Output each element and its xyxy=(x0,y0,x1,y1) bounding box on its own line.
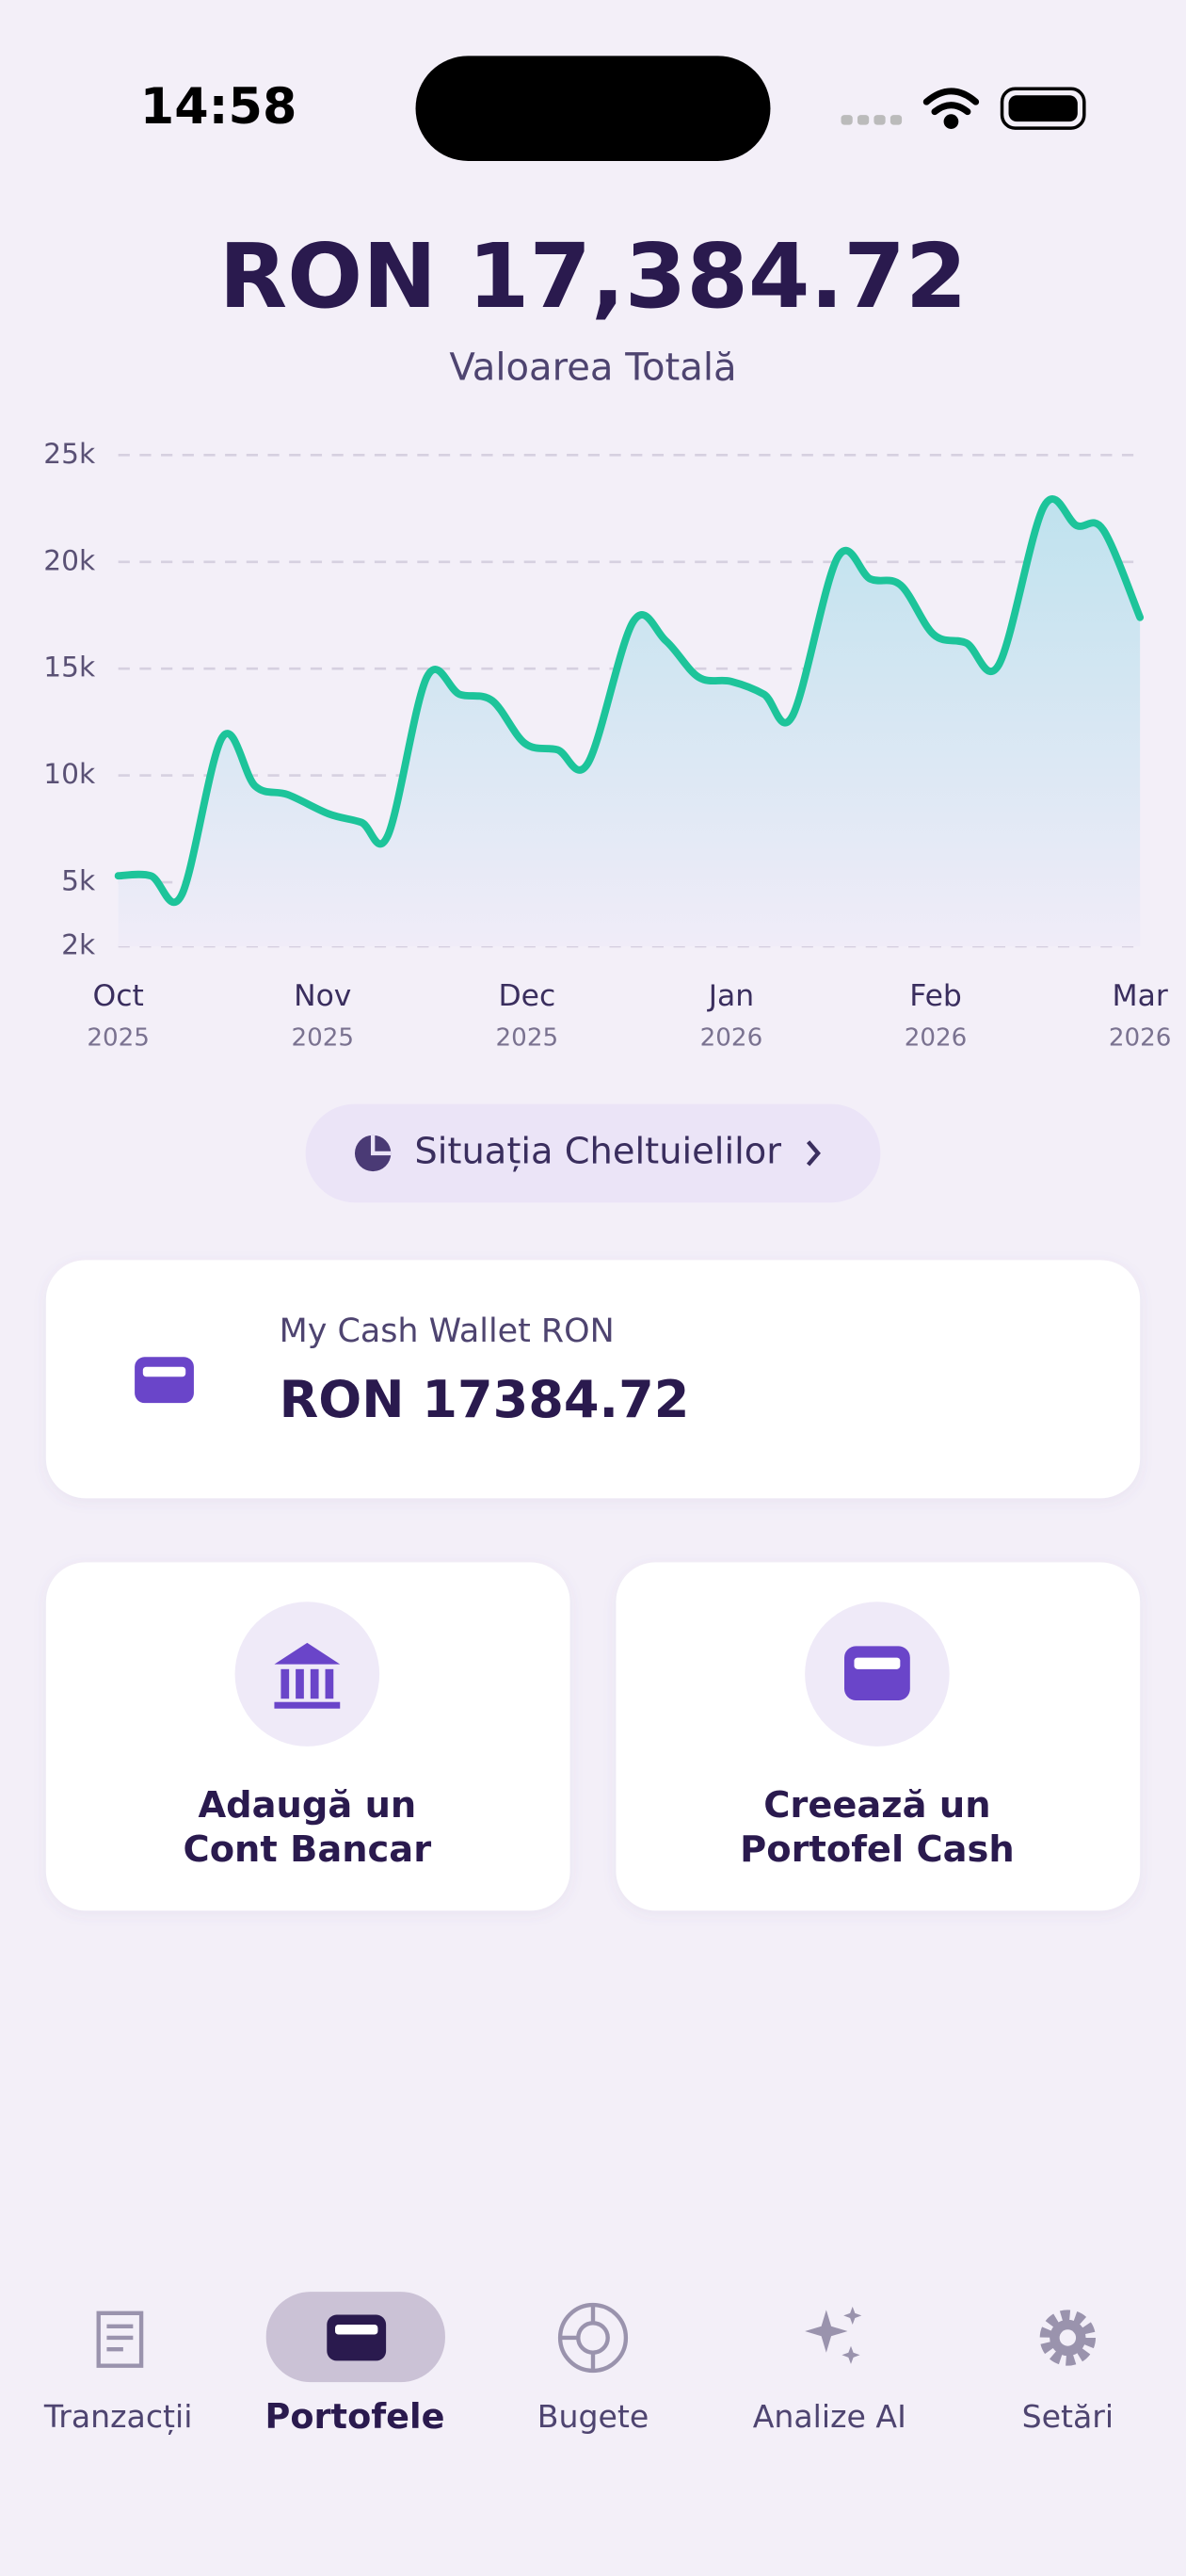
tab-label[interactable]: Portofele xyxy=(264,2396,444,2437)
tab-icon xyxy=(1039,2310,1097,2366)
x-tick-label: Oct xyxy=(92,979,143,1013)
x-tick-label: Dec xyxy=(498,979,555,1013)
total-amount: RON 17,384.72 xyxy=(219,226,968,329)
x-tick-year: 2026 xyxy=(1109,1023,1172,1052)
pie-icon xyxy=(354,1135,392,1172)
wallet-icon xyxy=(135,1357,194,1404)
y-tick-label: 25k xyxy=(43,437,96,470)
chevron xyxy=(806,1140,821,1167)
tab-label[interactable]: Analize AI xyxy=(753,2398,906,2435)
expense-button-label: Situația Cheltuielilor xyxy=(414,1130,781,1172)
area xyxy=(118,498,1141,947)
tab-label[interactable]: Setări xyxy=(1022,2398,1114,2435)
x-tick-year: 2025 xyxy=(291,1023,354,1052)
x-tick-label: Feb xyxy=(909,979,962,1013)
battery-level xyxy=(1008,95,1078,122)
tab-icon xyxy=(96,2310,144,2368)
icon-bg xyxy=(234,1602,380,1747)
tab-icon xyxy=(557,2302,629,2374)
tab-icon xyxy=(327,2314,387,2361)
x-tick-year: 2026 xyxy=(905,1023,968,1052)
tab-label[interactable]: Tranzacții xyxy=(43,2398,193,2436)
wallet-card[interactable] xyxy=(45,1260,1141,1499)
y-tick-label: 2k xyxy=(61,928,96,961)
action-label: Adaugă un xyxy=(198,1784,416,1827)
y-tick-label: 20k xyxy=(43,543,96,576)
wallet-balance: RON 17384.72 xyxy=(280,1370,690,1429)
x-tick-label: Jan xyxy=(707,979,754,1013)
x-tick-year: 2025 xyxy=(87,1023,150,1052)
battery xyxy=(1000,87,1086,130)
line xyxy=(114,495,1145,907)
bank-icon xyxy=(274,1642,341,1709)
action-label: Creează un xyxy=(763,1784,990,1827)
y-tick-label: 15k xyxy=(43,651,96,684)
y-tick-label: 10k xyxy=(43,757,96,790)
tab-icon xyxy=(805,2306,862,2364)
tab-label[interactable]: Bugete xyxy=(537,2398,649,2435)
clock: 14:58 xyxy=(140,78,297,136)
wallet-icon xyxy=(844,1646,910,1700)
dynamic-island xyxy=(415,56,771,161)
action-label: Cont Bancar xyxy=(184,1828,432,1871)
y-tick-label: 5k xyxy=(61,864,96,897)
wifi xyxy=(922,88,980,129)
action-label: Portofel Cash xyxy=(740,1828,1015,1871)
expense-button[interactable] xyxy=(305,1103,881,1203)
signal xyxy=(841,115,903,125)
wallet-name: My Cash Wallet RON xyxy=(280,1312,615,1350)
x-tick-year: 2026 xyxy=(700,1023,763,1052)
total-label: Valoarea Totală xyxy=(449,346,736,390)
tab-bar: Tranzacții Portofele Bugete Analize AI Setăr… xyxy=(43,2396,1114,2437)
chart: 2k 5k 10k 15k 20k 25k Oct 2025 Nov 2025 Dec 2025 Jan… xyxy=(43,437,1171,1052)
x-tick-label: Mar xyxy=(1113,979,1168,1013)
x-tick-label: Nov xyxy=(294,979,351,1013)
x-tick-year: 2025 xyxy=(496,1023,559,1052)
